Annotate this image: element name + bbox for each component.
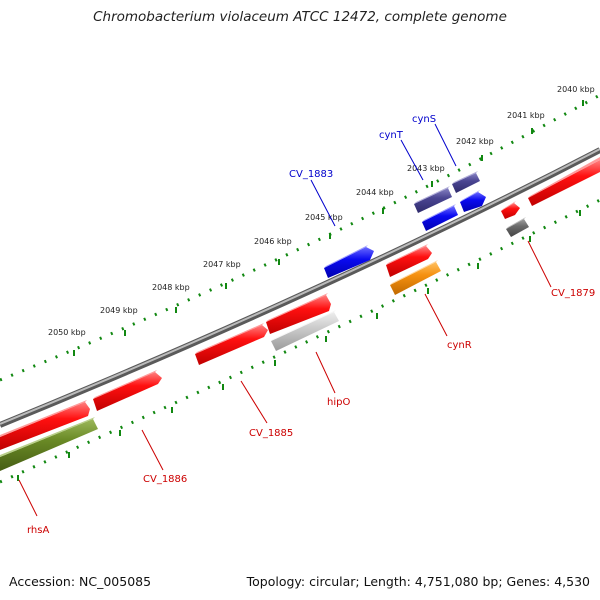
label-cynR[interactable]: cynR	[447, 340, 472, 351]
kbp-label-2041: 2041 kbp	[507, 111, 545, 120]
label-CV_1883[interactable]: CV_1883	[289, 169, 333, 180]
kbp-label-2049: 2049 kbp	[100, 306, 138, 315]
kbp-label-2044: 2044 kbp	[356, 188, 394, 197]
topology-text: Topology: circular; Length: 4,751,080 bp…	[246, 574, 590, 589]
kbp-label-2045: 2045 kbp	[305, 213, 343, 222]
label-cynT[interactable]: cynT	[379, 130, 404, 141]
leader-lines	[18, 123, 552, 517]
gene-CV_1883[interactable]	[324, 245, 374, 278]
gene-cynT-blue[interactable]	[422, 204, 458, 231]
genome-backbone	[0, 147, 600, 428]
gene-CV_1885[interactable]	[195, 323, 268, 365]
accession-text: Accession: NC_005085	[9, 574, 152, 589]
genome-backbone-highlight	[0, 148, 600, 425]
inner-major-ticks	[17, 210, 581, 481]
gene-red-small-right[interactable]	[501, 201, 520, 219]
kbp-label-2048: 2048 kbp	[152, 283, 190, 292]
gene-cynT[interactable]	[414, 186, 452, 213]
label-CV_1879[interactable]: CV_1879	[551, 288, 595, 299]
gene-cynR[interactable]	[390, 260, 441, 295]
gene-cynS[interactable]	[452, 171, 480, 193]
kbp-label-2047: 2047 kbp	[203, 260, 241, 269]
gene-red-mid[interactable]	[266, 293, 331, 334]
gene-hipO[interactable]	[271, 310, 339, 351]
gene-cynS-blue[interactable]	[460, 190, 486, 212]
label-hipO[interactable]: hipO	[327, 397, 350, 408]
gene-CV_1886[interactable]	[93, 370, 162, 411]
gene-red-right-top[interactable]	[528, 157, 600, 206]
gene-red-upper-mid[interactable]	[386, 244, 432, 277]
kbp-label-2043: 2043 kbp	[407, 164, 445, 173]
map-title: Chromobacterium violaceum ATCC 12472, co…	[93, 9, 507, 25]
label-CV_1886[interactable]: CV_1886	[143, 474, 187, 485]
inner-tick-arc	[0, 198, 600, 484]
outer-major-ticks	[73, 100, 584, 356]
gene-rhsA[interactable]	[0, 417, 98, 471]
kbp-label-2050: 2050 kbp	[48, 328, 86, 337]
label-rhsA[interactable]: rhsA	[27, 525, 49, 536]
label-CV_1885[interactable]: CV_1885	[249, 428, 293, 439]
label-cynS[interactable]: cynS	[412, 114, 436, 125]
kbp-label-2042: 2042 kbp	[456, 137, 494, 146]
kbp-label-2040: 2040 kbp	[557, 85, 595, 94]
gene-red-left[interactable]	[0, 400, 90, 450]
kbp-label-2046: 2046 kbp	[254, 237, 292, 246]
gene-grey-small[interactable]	[506, 217, 529, 237]
